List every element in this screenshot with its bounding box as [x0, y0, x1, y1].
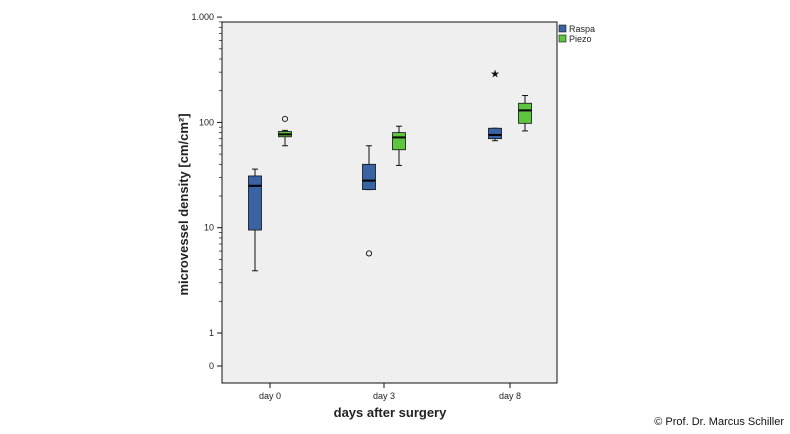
x-tick-label: day 8 — [499, 391, 521, 401]
plot-area — [221, 21, 558, 384]
y-tick-label: 1.000 — [191, 12, 214, 22]
x-axis-title: days after surgery — [334, 405, 447, 420]
box — [392, 132, 406, 151]
legend-label: Raspa — [569, 24, 595, 34]
x-tick-label: day 3 — [373, 391, 395, 401]
legend-swatch — [558, 24, 567, 33]
box — [518, 102, 532, 124]
y-tick-label: 10 — [204, 223, 214, 233]
y-tick-label: 0 — [209, 361, 214, 371]
copyright-notice: © Prof. Dr. Marcus Schiller — [654, 416, 784, 428]
y-tick-label: 100 — [199, 117, 214, 127]
x-axis: day 0 day 3 day 8 — [259, 383, 521, 401]
box-plots: ★ — [248, 68, 532, 272]
box — [362, 163, 376, 191]
y-axis-title: microvessel density [cm/cm²] — [176, 113, 191, 295]
box — [248, 175, 262, 231]
y-tick-label: 1 — [209, 328, 214, 338]
outlier-point — [365, 250, 373, 257]
legend-swatch — [558, 34, 567, 43]
outlier-point — [281, 115, 289, 122]
x-tick-label: day 0 — [259, 391, 281, 401]
legend-label: Piezo — [569, 34, 592, 44]
box — [488, 127, 502, 140]
y-axis: 0 1 10 100 1.000 — [191, 12, 222, 371]
extreme-point: ★ — [490, 68, 500, 81]
